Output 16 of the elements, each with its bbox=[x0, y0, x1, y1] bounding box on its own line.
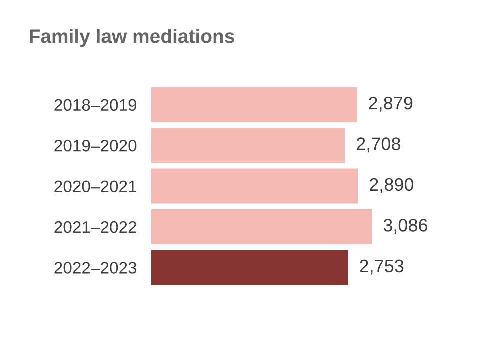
y-tick-label: 2019–2020 bbox=[54, 140, 137, 152]
chart-title: Family law mediations bbox=[30, 29, 234, 48]
bar bbox=[151, 210, 372, 245]
bar bbox=[151, 250, 348, 286]
data-label: 2,708 bbox=[356, 138, 400, 153]
y-tick-label: 2018–2019 bbox=[54, 99, 137, 112]
bar bbox=[151, 128, 345, 164]
data-label: 3,086 bbox=[384, 219, 428, 234]
y-tick-label: 2021–2022 bbox=[54, 221, 136, 234]
y-tick-label: 2020–2021 bbox=[54, 180, 137, 193]
bar bbox=[151, 168, 358, 204]
y-tick-label: 2022–2023 bbox=[54, 262, 137, 274]
data-label: 2,879 bbox=[369, 96, 413, 112]
data-label: 2,890 bbox=[370, 178, 414, 194]
data-label: 2,753 bbox=[360, 260, 404, 275]
bar bbox=[151, 87, 358, 122]
